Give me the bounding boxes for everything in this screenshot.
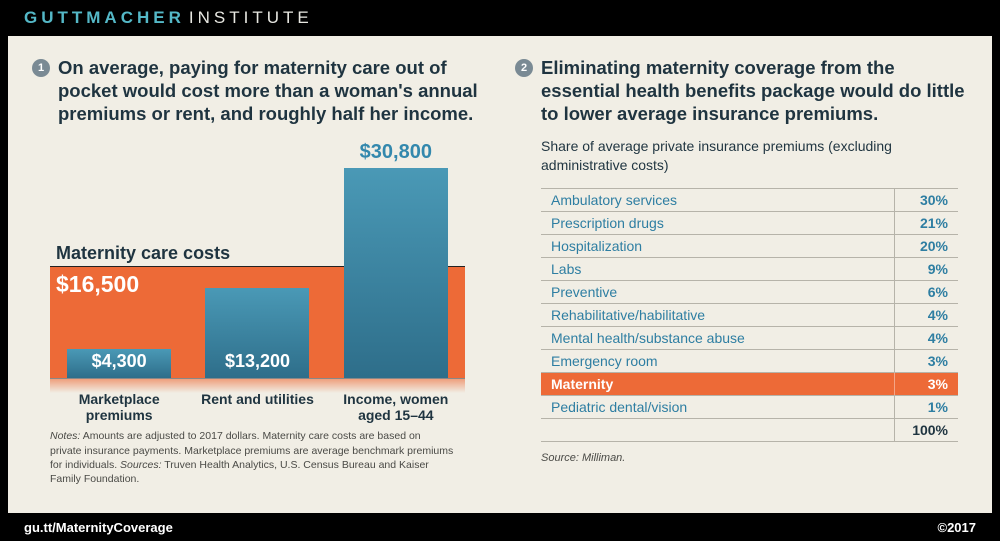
row-label: Ambulatory services xyxy=(541,192,894,208)
content-area: 1 On average, paying for maternity care … xyxy=(8,36,992,513)
x-label: Marketplace premiums xyxy=(59,391,179,423)
premium-share-table: Ambulatory services30%Prescription drugs… xyxy=(541,188,958,442)
footer-bar: gu.tt/MaternityCoverage ©2017 xyxy=(0,513,1000,541)
row-value: 4% xyxy=(894,327,958,349)
bars-container: $4,300 $13,200 $30,800 xyxy=(50,169,465,379)
brand-light: INSTITUTE xyxy=(189,8,313,28)
table-row: Hospitalization20% xyxy=(541,235,958,258)
x-label: Income, women aged 15–44 xyxy=(336,391,456,423)
row-label: Labs xyxy=(541,261,894,277)
table-row: Preventive6% xyxy=(541,281,958,304)
panel-1: 1 On average, paying for maternity care … xyxy=(32,56,485,505)
footer-copyright: ©2017 xyxy=(938,520,977,535)
table-row: Mental health/substance abuse4% xyxy=(541,327,958,350)
notes-lead: Notes: xyxy=(50,430,80,442)
panel-2-headline: Eliminating maternity coverage from the … xyxy=(541,56,968,125)
panel-2-head: 2 Eliminating maternity coverage from th… xyxy=(515,56,968,125)
bar: $30,800 xyxy=(344,168,448,378)
panel-1-headline: On average, paying for maternity care ou… xyxy=(58,56,485,125)
row-value: 20% xyxy=(894,235,958,257)
row-value: 21% xyxy=(894,212,958,234)
bar-chart: Maternity care costs $16,500 $4,300$13,2… xyxy=(50,139,485,419)
row-label: Rehabilitative/habilitative xyxy=(541,307,894,323)
bar-rect xyxy=(344,168,448,378)
infographic-frame: GUTTMACHER INSTITUTE 1 On average, payin… xyxy=(0,0,1000,541)
sources-lead: Sources: xyxy=(120,459,161,471)
table-row: Emergency room3% xyxy=(541,350,958,373)
bar-value-label: $30,800 xyxy=(344,141,448,164)
bar: $4,300 xyxy=(67,349,171,378)
panel-1-head: 1 On average, paying for maternity care … xyxy=(32,56,485,125)
bar-value-label: $4,300 xyxy=(67,351,171,372)
row-value: 3% xyxy=(894,373,958,395)
table-row: Rehabilitative/habilitative4% xyxy=(541,304,958,327)
row-value: 3% xyxy=(894,350,958,372)
table-total-row: 100% xyxy=(541,419,958,442)
badge-1: 1 xyxy=(32,59,50,77)
x-axis-labels: Marketplace premiums Rent and utilities In… xyxy=(50,391,465,423)
row-value: 30% xyxy=(894,189,958,211)
row-value: 6% xyxy=(894,281,958,303)
panel-2-source: Source: Milliman. xyxy=(541,452,968,464)
row-label: Prescription drugs xyxy=(541,215,894,231)
row-label: Hospitalization xyxy=(541,238,894,254)
panel-2: 2 Eliminating maternity coverage from th… xyxy=(515,56,968,505)
row-label: Preventive xyxy=(541,284,894,300)
header-bar: GUTTMACHER INSTITUTE xyxy=(0,0,1000,36)
table-row: Pediatric dental/vision1% xyxy=(541,396,958,419)
bar: $13,200 xyxy=(205,288,309,378)
row-value: 9% xyxy=(894,258,958,280)
bar-value-label: $13,200 xyxy=(205,351,309,372)
row-label: Maternity xyxy=(541,376,894,392)
row-label: Pediatric dental/vision xyxy=(541,399,894,415)
x-label: Rent and utilities xyxy=(197,391,317,423)
footer-url: gu.tt/MaternityCoverage xyxy=(24,520,173,535)
brand-bold: GUTTMACHER xyxy=(24,8,185,28)
row-label: Emergency room xyxy=(541,353,894,369)
row-value: 4% xyxy=(894,304,958,326)
total-value: 100% xyxy=(894,419,958,441)
table-row: Labs9% xyxy=(541,258,958,281)
table-row: Prescription drugs21% xyxy=(541,212,958,235)
row-label: Mental health/substance abuse xyxy=(541,330,894,346)
table-row: Maternity3% xyxy=(541,373,958,396)
table-row: Ambulatory services30% xyxy=(541,189,958,212)
row-value: 1% xyxy=(894,396,958,418)
panel-1-notes: Notes: Amounts are adjusted to 2017 doll… xyxy=(50,429,485,486)
badge-2: 2 xyxy=(515,59,533,77)
panel-2-subhead: Share of average private insurance premi… xyxy=(541,137,968,173)
